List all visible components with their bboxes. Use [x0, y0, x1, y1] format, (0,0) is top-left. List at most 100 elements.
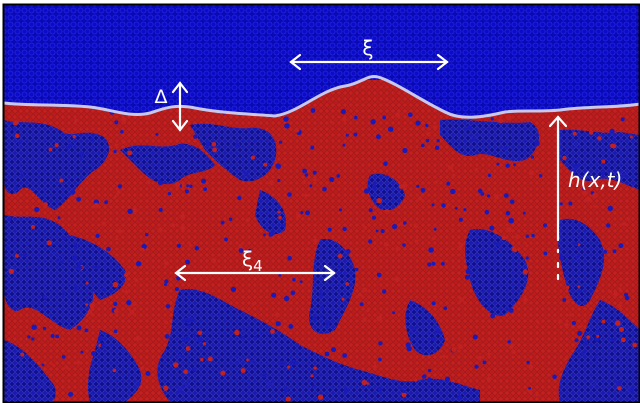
particle [320, 305, 325, 311]
particle [203, 187, 207, 191]
particle [26, 374, 30, 378]
particle [189, 317, 195, 323]
particle [345, 133, 349, 137]
particle [431, 261, 436, 266]
particle [371, 184, 377, 189]
particle [285, 396, 291, 402]
particle [50, 334, 55, 338]
particle [513, 248, 518, 253]
particle [313, 366, 317, 370]
particle [474, 364, 479, 369]
particle [431, 236, 436, 241]
particle [454, 206, 458, 210]
particle [593, 204, 596, 208]
particle [615, 320, 621, 326]
particle [632, 342, 638, 348]
particle [263, 162, 268, 167]
particle [394, 276, 401, 283]
particle [612, 249, 617, 254]
particle [344, 387, 350, 393]
particle [572, 131, 577, 136]
particle [471, 136, 477, 141]
particle [7, 217, 12, 222]
particle [573, 164, 579, 170]
particle [283, 116, 289, 122]
particle [237, 358, 241, 362]
particle [163, 283, 167, 287]
particle [263, 233, 266, 237]
particle [482, 360, 487, 365]
particle [570, 169, 577, 175]
particle [64, 365, 69, 369]
particle [127, 150, 133, 156]
particle [117, 229, 122, 234]
particle [402, 243, 406, 247]
particle [336, 365, 340, 369]
particle [310, 374, 314, 378]
particle [337, 253, 343, 259]
particle [302, 168, 307, 174]
particle [224, 237, 228, 242]
particle [342, 226, 347, 232]
particle [91, 302, 95, 306]
particle [8, 268, 15, 275]
particle [304, 173, 309, 177]
particle [436, 139, 440, 143]
particle [450, 188, 456, 195]
particle [523, 297, 528, 303]
particle [79, 266, 83, 270]
particle [184, 189, 189, 194]
particle [447, 165, 454, 171]
particle [361, 379, 367, 386]
particle [250, 359, 254, 363]
particle [535, 393, 539, 397]
particle [343, 272, 347, 276]
particle [368, 239, 373, 244]
particle [487, 194, 491, 198]
particle [240, 335, 245, 340]
particle [325, 320, 331, 326]
particle [76, 196, 81, 202]
particle [508, 307, 514, 313]
particle [157, 180, 164, 186]
particle [441, 203, 446, 208]
particle [341, 297, 345, 301]
particle [618, 243, 624, 249]
particle [508, 217, 514, 224]
particle [277, 210, 281, 214]
particle [68, 142, 74, 148]
particle [408, 112, 413, 117]
particle [278, 215, 282, 220]
particle [380, 229, 385, 234]
particle [563, 357, 567, 361]
particle [447, 202, 451, 207]
particle [528, 169, 535, 176]
particle [401, 392, 407, 398]
particle [382, 115, 387, 120]
particle [283, 387, 289, 393]
particle [132, 207, 138, 213]
particle [535, 295, 539, 299]
particle [230, 286, 237, 293]
particle [290, 290, 296, 296]
particle [275, 312, 280, 318]
particle [76, 325, 82, 331]
delta-arrow [171, 81, 189, 132]
particle [459, 297, 465, 303]
particle [135, 335, 141, 341]
particle [275, 163, 282, 169]
particle [20, 172, 25, 177]
particle [575, 255, 579, 260]
particle [15, 133, 20, 138]
particle [141, 366, 145, 370]
particle [620, 337, 626, 343]
particle [309, 184, 313, 188]
particle [565, 299, 570, 304]
particle [610, 143, 615, 149]
particle [192, 333, 196, 338]
particle [275, 321, 281, 327]
particle [376, 315, 383, 322]
particle [458, 217, 463, 222]
particle [402, 182, 408, 189]
particle [94, 265, 99, 270]
